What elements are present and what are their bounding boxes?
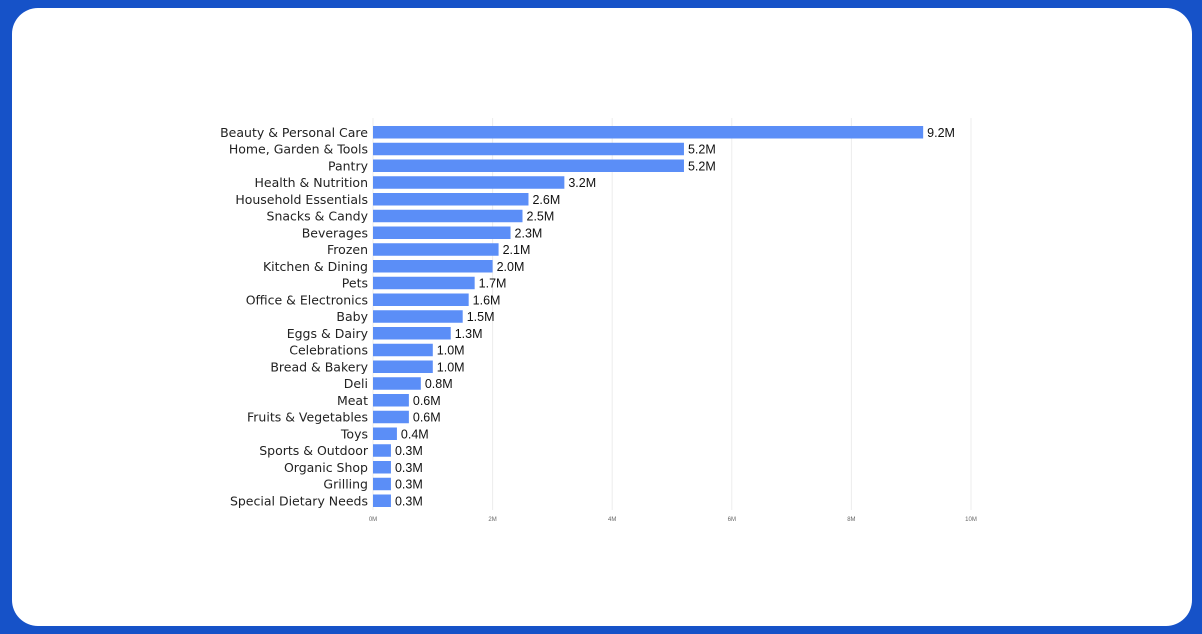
bar xyxy=(373,410,409,424)
data-label: 0.3M xyxy=(395,444,423,458)
data-label: 5.2M xyxy=(688,159,716,173)
bar xyxy=(373,176,565,189)
bar xyxy=(373,494,391,507)
category-label: Bread & Bakery xyxy=(270,359,368,374)
category-label: Toys xyxy=(340,426,368,441)
category-label: Kitchen & Dining xyxy=(263,259,368,274)
category-label: Snacks & Candy xyxy=(267,209,369,224)
category-label: Special Dietary Needs xyxy=(230,493,368,508)
category-label: Household Essentials xyxy=(235,192,368,207)
bar xyxy=(373,360,433,373)
data-label: 2.0M xyxy=(497,260,525,274)
bar xyxy=(373,377,421,390)
bar xyxy=(373,444,391,457)
bar xyxy=(373,477,391,491)
bar xyxy=(373,394,409,407)
data-label: 2.3M xyxy=(515,226,543,240)
category-label: Beauty & Personal Care xyxy=(220,125,368,140)
x-tick-label: 4M xyxy=(608,517,616,523)
x-tick-label: 0M xyxy=(369,517,377,523)
category-label: Meat xyxy=(337,393,368,408)
data-label: 0.4M xyxy=(401,427,429,441)
data-label: 1.7M xyxy=(479,277,507,291)
data-label: 3.2M xyxy=(568,176,596,190)
data-label: 1.5M xyxy=(467,310,495,324)
data-label: 0.3M xyxy=(395,478,423,492)
data-label: 1.0M xyxy=(437,360,465,374)
x-tick-label: 8M xyxy=(847,517,855,523)
data-label: 1.3M xyxy=(455,327,483,341)
chart-card xyxy=(12,8,1192,626)
category-label: Organic Shop xyxy=(284,460,368,475)
bar xyxy=(373,276,475,290)
x-tick-label: 2M xyxy=(488,517,496,523)
data-label: 0.6M xyxy=(413,394,441,408)
bar xyxy=(373,159,684,172)
bar xyxy=(373,427,397,440)
bar xyxy=(373,209,523,223)
data-label: 2.5M xyxy=(527,210,555,224)
category-label: Deli xyxy=(344,376,368,391)
category-label: Pantry xyxy=(328,158,369,173)
bar xyxy=(373,260,493,273)
data-label: 1.0M xyxy=(437,344,465,358)
category-label: Pets xyxy=(342,276,368,291)
x-tick-label: 10M xyxy=(965,517,977,523)
x-tick-label: 6M xyxy=(728,517,736,523)
data-label: 2.6M xyxy=(532,193,560,207)
bar xyxy=(373,293,469,306)
category-label: Office & Electronics xyxy=(246,292,368,307)
bar xyxy=(373,142,684,156)
category-label: Baby xyxy=(336,309,368,324)
category-label: Health & Nutrition xyxy=(255,175,368,190)
category-label: Sports & Outdoor xyxy=(259,443,369,458)
bar xyxy=(373,243,499,256)
category-label: Fruits & Vegetables xyxy=(247,410,368,425)
bar xyxy=(373,461,391,474)
data-label: 9.2M xyxy=(927,126,955,140)
bar xyxy=(373,193,529,206)
category-label: Grilling xyxy=(323,477,368,492)
category-label: Frozen xyxy=(327,242,368,257)
data-label: 0.3M xyxy=(395,461,423,475)
bar xyxy=(373,343,433,357)
data-label: 2.1M xyxy=(503,243,531,257)
category-label: Eggs & Dairy xyxy=(287,326,369,341)
bar xyxy=(373,310,463,323)
bar xyxy=(373,327,451,340)
category-label: Home, Garden & Tools xyxy=(229,142,368,157)
category-label: Beverages xyxy=(302,225,368,240)
data-label: 0.8M xyxy=(425,377,453,391)
data-label: 0.3M xyxy=(395,494,423,508)
data-label: 1.6M xyxy=(473,293,501,307)
bar xyxy=(373,226,511,239)
data-label: 0.6M xyxy=(413,411,441,425)
bar xyxy=(373,126,924,139)
category-label: Celebrations xyxy=(289,343,368,358)
data-label: 5.2M xyxy=(688,143,716,157)
